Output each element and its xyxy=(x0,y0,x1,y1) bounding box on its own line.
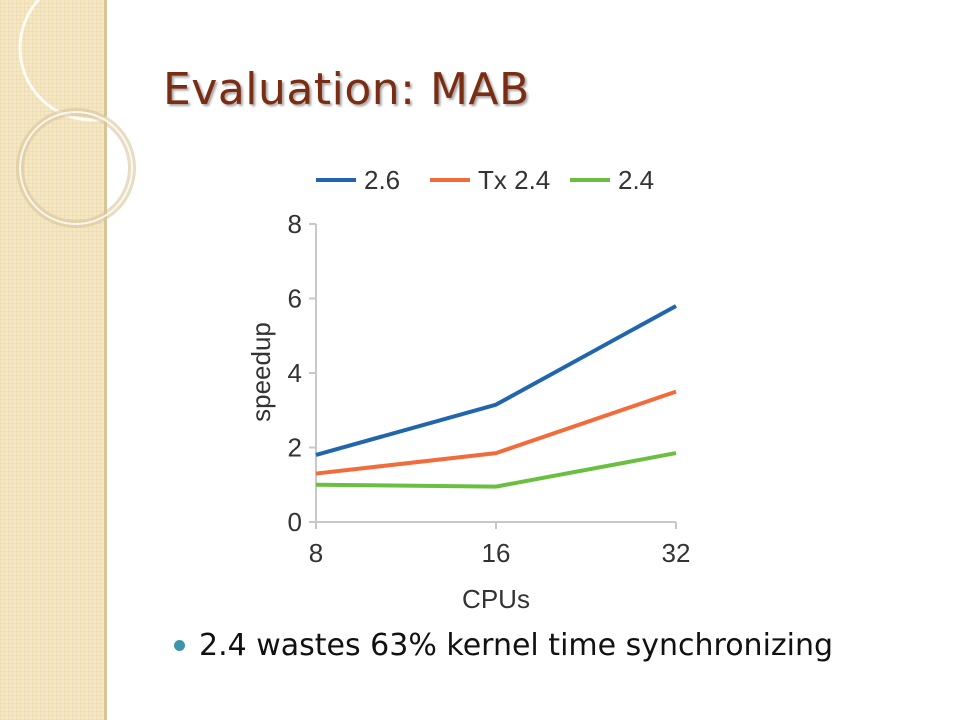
x-tick-label: 8 xyxy=(309,538,323,568)
series-line-tx-2.4 xyxy=(315,389,677,476)
slide-title: Evaluation: MAB xyxy=(163,64,530,115)
legend-label: 2.6 xyxy=(364,165,400,195)
x-axis-label: CPUs xyxy=(462,584,530,614)
y-tick-label: 0 xyxy=(288,507,302,537)
side-decoration-line xyxy=(104,0,107,720)
series-line-2.4 xyxy=(315,451,677,489)
x-tick-label: 32 xyxy=(662,538,691,568)
chart-series xyxy=(315,304,677,489)
chart-legend: 2.6 Tx 2.4 2.4 xyxy=(316,165,654,195)
speedup-line-chart: 2.6 Tx 2.4 2.4 0 2 4 6 8 8 16 32 speedup CPUs xyxy=(246,165,691,614)
chart-axes: 0 2 4 6 8 8 16 32 xyxy=(288,209,691,568)
decorative-circles xyxy=(16,0,140,228)
bullet-icon xyxy=(174,640,185,651)
x-tick-label: 16 xyxy=(482,538,511,568)
bullet-text: 2.4 wastes 63% kernel time synchronizing xyxy=(199,628,834,663)
y-axis-label: speedup xyxy=(246,322,276,422)
bullet-item: 2.4 wastes 63% kernel time synchronizing xyxy=(174,628,833,663)
legend-label: Tx 2.4 xyxy=(478,165,550,195)
y-tick-label: 4 xyxy=(288,358,302,388)
series-line-2.6 xyxy=(315,304,677,457)
y-tick-label: 2 xyxy=(288,433,302,463)
y-tick-label: 8 xyxy=(288,209,302,239)
legend-label: 2.4 xyxy=(618,165,654,195)
y-tick-label: 6 xyxy=(288,284,302,314)
